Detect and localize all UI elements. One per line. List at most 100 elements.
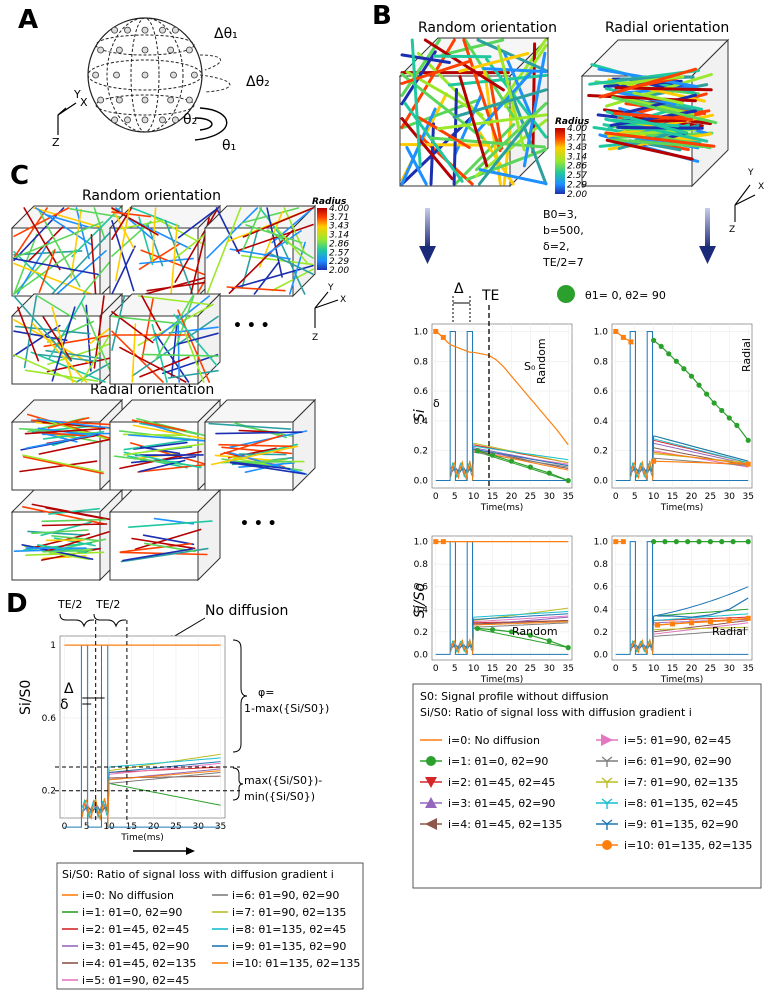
fiber [33,207,103,229]
fiber [400,53,451,64]
theta1-label: θ₁ [222,138,236,154]
d-legend-label: i=10: θ1=135, θ2=135 [232,957,360,970]
fiber [13,295,72,362]
y-tick-label: 0.2 [42,787,56,797]
x-tick-label: 30 [724,664,736,674]
b-tag-radial-bottom: Radial [712,625,746,638]
fiber [210,445,299,466]
data-point [474,625,481,632]
b-tag-random-bottom: Random [512,625,558,638]
fiber [25,434,95,449]
y-tick-label: 1 [50,641,56,651]
data-point [527,464,533,470]
axis-x-c: X [340,295,346,305]
fiber [22,505,105,525]
fiber [236,424,293,437]
fiber [167,369,219,379]
fiber [531,42,537,154]
fiber [206,207,242,294]
d-phi-1: φ= [258,686,274,699]
fiber [47,339,121,366]
fiber [44,213,93,229]
fiber [75,207,90,260]
fiber [36,418,111,429]
data-point [651,458,657,464]
gradient-pulse [615,330,749,482]
fiber [41,523,108,527]
b-legend-label: i=6: θ1=90, θ2=90 [624,755,731,768]
fiber [13,262,92,295]
x-axis-label: Time(ms) [120,833,164,843]
fiber [277,236,306,295]
data-point [673,358,679,364]
sphere-sample-point [167,46,175,54]
series-line [473,445,569,461]
fiber [14,325,91,335]
fiber [93,295,105,369]
gradient-pulse [615,541,749,655]
data-point [719,539,725,545]
x-tick-label: 15 [667,664,678,674]
panel-d-letter: D [6,589,28,619]
data-point [745,461,751,467]
data-point [707,539,713,545]
radial-cube-b [580,38,730,188]
fiber [478,168,548,185]
d-legend-label: i=3: θ1=45, θ2=90 [82,940,189,953]
colorbar-tick: 2.86 [329,239,349,249]
fiber [139,356,190,378]
fiber [458,75,489,168]
fiber [230,461,291,470]
b-random-title: Random orientation [418,20,557,36]
x-tick-label: 20 [686,492,698,502]
colorbar-tick: 2.86 [567,162,587,172]
b-legend-label: i=3: θ1=45, θ2=90 [448,797,555,810]
colorbar-tick: 3.43 [329,222,349,232]
x-tick-label: 20 [506,492,518,502]
colorbar-tick: 2.29 [329,257,349,267]
fiber [229,248,291,260]
fiber [41,518,107,523]
colorbar-tick: 3.14 [567,152,587,162]
axis-x-a: X [80,96,88,109]
b-legend-title-2: Si/S0: Ratio of signal loss with diffusi… [420,706,692,719]
panel-c-letter: C [10,161,29,191]
series-line [473,622,569,628]
b-legend-item: i=4: θ1=45, θ2=135 [420,818,562,831]
series-line [473,450,569,481]
b-delta-label: Δ [454,281,464,297]
fiber [400,60,470,85]
sphere-sample-point [159,116,166,124]
fiber [227,451,308,476]
fiber [605,138,694,161]
fiber [141,298,154,360]
x-tick-label: 10 [648,492,660,502]
d-legend-label: i=5: θ1=90, θ2=45 [82,974,189,987]
d-small-delta-label: δ [60,697,69,713]
x-tick-label: 30 [544,664,556,674]
chart-b-radial-ratio: 0 5 10 15 20 25 30 35 Time(ms) 0.0 0.2 0.4 0.6 0.8 1.0 [594,535,754,685]
fiber [132,424,206,440]
y-tick-label: 0.6 [42,714,57,724]
sphere-sample-point [159,26,166,34]
fiber [452,88,458,186]
data-point [673,539,679,545]
d-te2-b: TE/2 [95,598,120,611]
c-radial-title: Radial orientation [90,382,214,398]
data-point [440,539,446,545]
fiber [177,309,210,383]
fiber [111,245,136,295]
data-point [527,632,533,638]
fiber [177,207,219,239]
fiber [236,223,314,252]
d-range-1: max({Si/S0})- [244,774,322,787]
data-point [565,645,571,651]
fiber [489,80,504,150]
d-legend-label: i=0: No diffusion [82,889,174,902]
param-delta: δ=2, [543,240,569,253]
fiber [613,111,694,121]
y-tick-label: 0.6 [414,583,429,593]
fiber [164,219,194,295]
fiber [23,295,38,369]
